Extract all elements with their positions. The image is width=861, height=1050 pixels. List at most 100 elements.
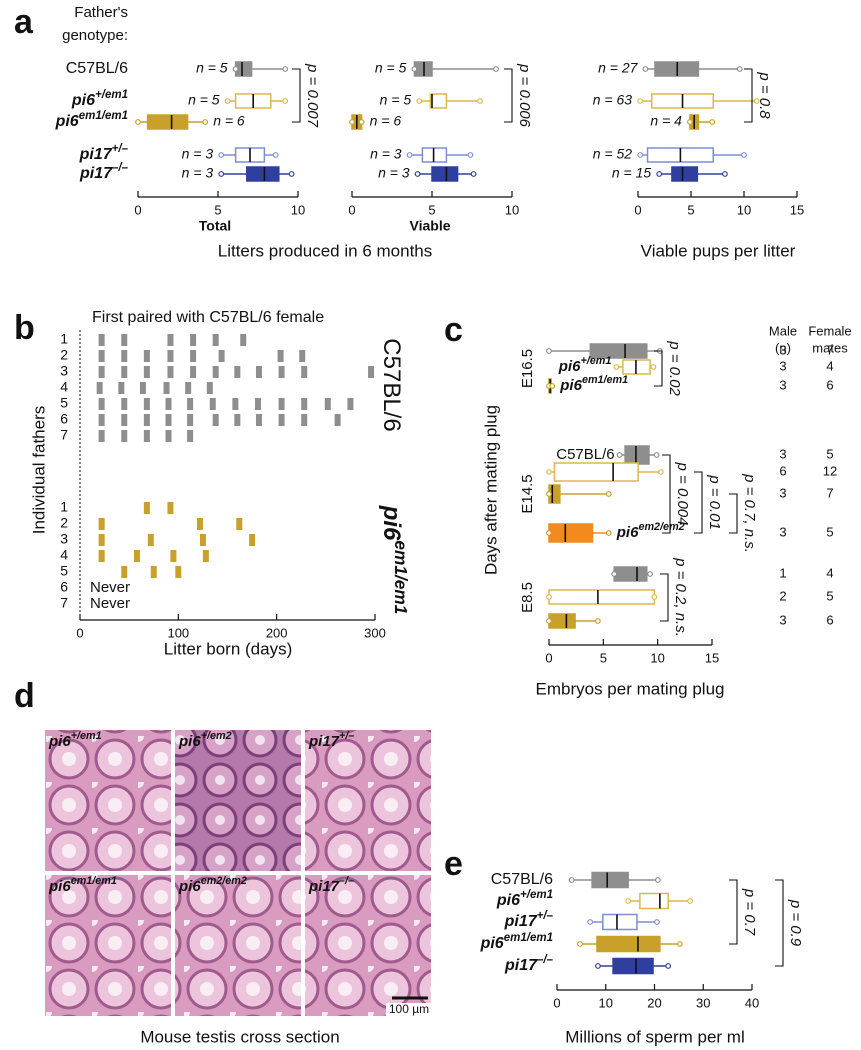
box — [246, 166, 280, 182]
p-bracket — [775, 879, 784, 967]
y-axis-label: Days after mating plug — [481, 405, 500, 575]
whisker-end — [549, 383, 556, 389]
p-bracket — [744, 68, 753, 123]
whisker-end — [625, 898, 632, 904]
image-label: pi6em2/em2 — [178, 875, 247, 895]
whisker-end — [658, 469, 664, 475]
whisker-end — [282, 98, 289, 104]
n-label: n = 3 — [370, 146, 402, 162]
table-header: Female — [808, 323, 851, 338]
whisker-end — [656, 171, 663, 177]
litter — [98, 366, 105, 378]
litter — [278, 366, 285, 378]
litter — [150, 566, 157, 578]
litter — [163, 382, 170, 394]
image-label-base: pi6 — [48, 878, 71, 895]
table-cell: 7 — [826, 342, 833, 357]
table-cell: 5 — [826, 524, 833, 539]
father-label: 3 — [60, 531, 68, 547]
litter — [240, 334, 247, 346]
whisker-end — [577, 941, 583, 947]
whisker-end — [358, 119, 365, 125]
whisker-end — [411, 66, 418, 72]
father-label: 7 — [60, 595, 68, 611]
litter — [212, 366, 219, 378]
n-label: n = 6 — [213, 113, 245, 129]
litter — [187, 430, 194, 442]
x-tick-label: 100 — [167, 625, 189, 640]
whisker-end — [477, 98, 483, 104]
box-label-base: pi6 — [559, 377, 582, 394]
whisker-end — [647, 571, 653, 577]
table-header: Male — [769, 323, 797, 338]
whisker-end — [349, 119, 355, 125]
whisker-end — [546, 469, 552, 475]
header: genotype: — [62, 27, 128, 44]
series-label-base: pi6 — [378, 505, 405, 541]
p-bracket — [729, 879, 738, 945]
box-label-sup: em1/em1 — [582, 374, 628, 386]
litter — [143, 366, 150, 378]
box — [612, 957, 654, 975]
table-cell: 5 — [826, 588, 833, 603]
whisker-end — [546, 618, 552, 624]
litter — [118, 382, 125, 394]
litter — [98, 550, 105, 562]
litter — [143, 430, 150, 442]
x-tick-label: 20 — [647, 995, 661, 1010]
image-label: pi6em1/em1 — [48, 875, 117, 895]
box — [548, 523, 594, 543]
litter — [121, 414, 128, 426]
table-cell: 3 — [779, 358, 786, 373]
p-bracket — [662, 454, 671, 534]
image-label: pi17–/– — [308, 875, 354, 895]
litter — [165, 414, 172, 426]
x-tick-label: 30 — [696, 995, 710, 1010]
whisker-end — [470, 171, 477, 177]
father-label: 4 — [60, 547, 68, 563]
litter — [347, 398, 354, 410]
table-cell: 3 — [779, 446, 786, 461]
litter — [143, 414, 150, 426]
whisker-end — [282, 66, 289, 72]
n-label: n = 27 — [598, 60, 639, 76]
axis-sublabel: Viable — [410, 218, 451, 234]
father-label: 3 — [60, 363, 68, 379]
box-label-base: pi6 — [558, 358, 581, 375]
litter — [199, 534, 206, 546]
group-label: pi6em1/em1 — [480, 932, 553, 952]
image-label-base: pi6 — [48, 733, 71, 750]
box — [431, 166, 459, 182]
series-label: C57BL/6 — [378, 338, 405, 431]
whisker-end — [288, 171, 295, 177]
litter — [196, 518, 203, 530]
litter — [301, 398, 308, 410]
litter — [167, 350, 174, 362]
box — [589, 343, 648, 359]
litter — [167, 366, 174, 378]
x-axis-label: Litters produced in 6 months — [218, 241, 433, 260]
group-label-sup: em1/em1 — [79, 110, 128, 122]
scale-bar-bg — [386, 1003, 432, 1016]
litter — [187, 414, 194, 426]
litter — [324, 398, 331, 410]
group-label: E8.5 — [519, 582, 536, 613]
whisker-end — [546, 530, 552, 536]
litter — [206, 382, 213, 394]
image-label-sup: em2/em2 — [201, 875, 247, 887]
histology-image — [305, 730, 431, 871]
whisker-end — [650, 364, 657, 370]
litter — [209, 398, 216, 410]
box — [553, 462, 639, 482]
header: Father's — [74, 4, 128, 21]
whisker-end — [665, 963, 672, 969]
group-label-base: pi17 — [504, 913, 538, 930]
table-cell: 5 — [826, 446, 833, 461]
x-tick-label: 10 — [650, 650, 664, 665]
p-bracket — [654, 350, 663, 387]
father-label: 1 — [60, 499, 68, 515]
y-axis-label: Individual fathers — [29, 406, 48, 535]
image-label-sup: +/em1 — [71, 730, 102, 742]
box-label: pi6em1/em1 — [559, 374, 628, 394]
group-label-base: pi17 — [79, 146, 113, 163]
